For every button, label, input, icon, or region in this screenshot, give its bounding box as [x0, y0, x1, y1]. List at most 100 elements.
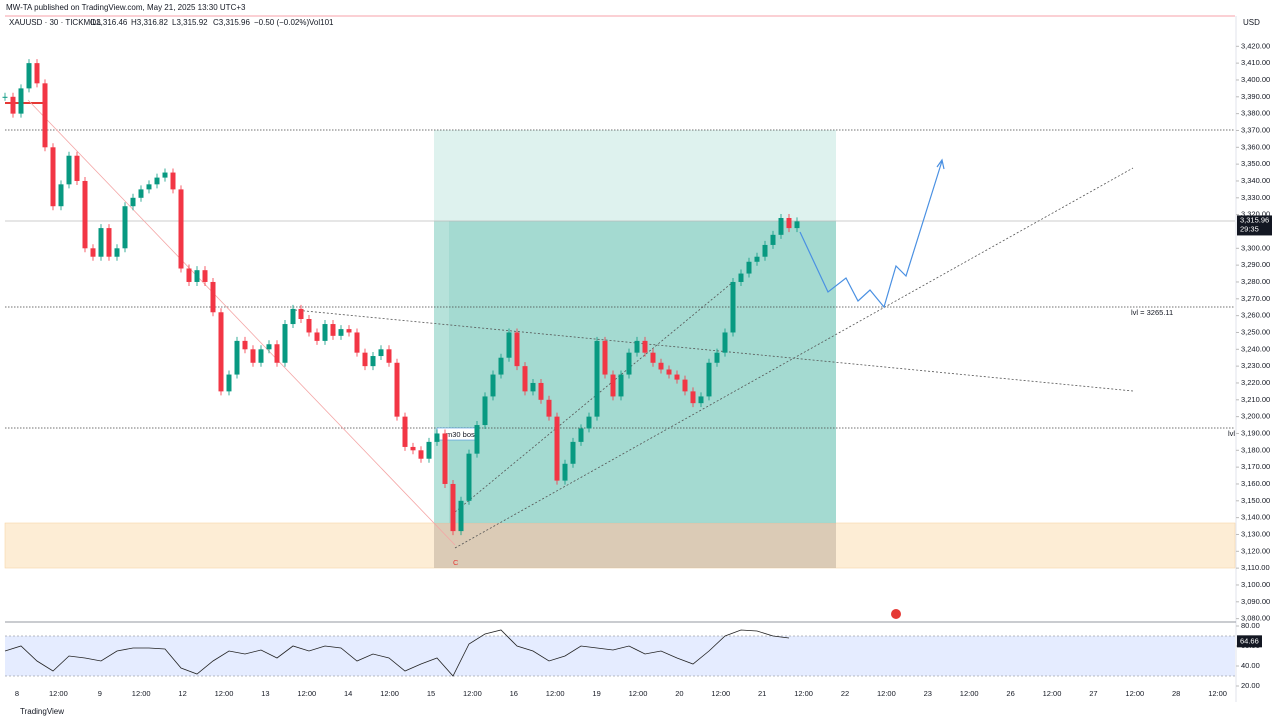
y-tick-label: 3,200.00 — [1241, 412, 1270, 421]
candle — [714, 352, 720, 363]
target-zone — [434, 130, 836, 221]
candle — [346, 329, 352, 333]
candle — [730, 281, 736, 333]
bos-label: m30 bos — [446, 430, 475, 439]
candle — [666, 369, 672, 375]
y-tick-label: 3,410.00 — [1241, 58, 1270, 67]
x-tick-label: 12:00 — [1125, 689, 1144, 698]
candle — [642, 340, 648, 353]
candle — [746, 261, 752, 274]
x-tick-label: 28 — [1172, 689, 1180, 698]
candle — [378, 349, 384, 357]
candle — [242, 340, 248, 350]
candle — [754, 256, 760, 262]
y-tick-label: 3,380.00 — [1241, 109, 1270, 118]
x-tick-label: 12:00 — [49, 689, 68, 698]
y-tick-label: 3,080.00 — [1241, 614, 1270, 623]
candle — [210, 281, 216, 313]
candle — [234, 340, 240, 375]
candle — [490, 374, 496, 397]
candle — [514, 332, 520, 367]
candle — [762, 244, 768, 257]
candle — [594, 340, 600, 417]
x-tick-label: 12:00 — [711, 689, 730, 698]
x-tick-label: 16 — [510, 689, 518, 698]
y-tick-label: 3,400.00 — [1241, 75, 1270, 84]
x-tick-label: 19 — [592, 689, 600, 698]
candle — [106, 228, 112, 257]
y-tick-label: 3,290.00 — [1241, 260, 1270, 269]
candle — [186, 268, 192, 282]
candle — [130, 197, 136, 207]
y-tick-label: 3,320.00 — [1241, 210, 1270, 219]
ohlc-open: O3,316.46 — [90, 18, 128, 27]
x-tick-label: 12:00 — [297, 689, 316, 698]
entry-zone — [449, 221, 836, 523]
last-price-box — [1237, 215, 1272, 236]
y-tick-label: 3,420.00 — [1241, 41, 1270, 50]
y-tick-label: 3,210.00 — [1241, 395, 1270, 404]
candle — [690, 391, 696, 404]
x-tick-label: 12:00 — [877, 689, 896, 698]
candle — [610, 374, 616, 397]
trend-line — [294, 309, 1134, 392]
y-tick-label: 3,300.00 — [1241, 243, 1270, 252]
candle — [274, 344, 280, 363]
candle — [2, 96, 8, 98]
y-tick-label: 3,140.00 — [1241, 513, 1270, 522]
candle — [162, 172, 168, 178]
y-tick-label: 3,350.00 — [1241, 159, 1270, 168]
projection-arrow — [936, 158, 945, 170]
rsi-tick-label: 20.00 — [1241, 681, 1260, 690]
x-tick-label: 13 — [261, 689, 269, 698]
candle — [282, 324, 288, 363]
candle — [482, 396, 488, 426]
candle — [90, 248, 96, 257]
candle — [722, 332, 728, 353]
candle — [330, 324, 336, 336]
x-tick-label: 12 — [178, 689, 186, 698]
candle — [58, 184, 64, 207]
candle — [258, 349, 264, 363]
rsi-last: 64.66 — [1240, 636, 1259, 645]
x-tick-label: 12:00 — [132, 689, 151, 698]
event-icon — [891, 609, 901, 619]
candle — [18, 88, 24, 114]
candle — [738, 273, 744, 282]
candle — [226, 374, 232, 392]
y-tick-label: 3,120.00 — [1241, 546, 1270, 555]
candle — [298, 308, 304, 319]
candle — [770, 234, 776, 245]
y-tick-label: 3,100.00 — [1241, 580, 1270, 589]
candle — [602, 340, 608, 375]
candle — [10, 96, 16, 114]
y-tick-label: 3,360.00 — [1241, 142, 1270, 151]
x-tick-label: 15 — [427, 689, 435, 698]
rsi-tick-label: 80.00 — [1241, 621, 1260, 630]
candle — [354, 332, 360, 353]
x-tick-label: 27 — [1089, 689, 1097, 698]
publisher: MW-TA published on TradingView.com, May … — [6, 3, 246, 12]
candle — [586, 416, 592, 429]
candle — [82, 180, 88, 249]
y-tick-label: 3,340.00 — [1241, 176, 1270, 185]
candle — [466, 453, 472, 501]
x-tick-label: 8 — [15, 689, 19, 698]
y-tick-label: 3,280.00 — [1241, 277, 1270, 286]
x-tick-label: 20 — [675, 689, 683, 698]
candle — [50, 147, 56, 207]
rsi-line — [4, 629, 790, 677]
candle — [122, 206, 128, 249]
volume: Vol101 — [309, 18, 334, 27]
last-price: 3,315.96 — [1240, 215, 1269, 224]
candle — [138, 189, 144, 198]
candle — [410, 446, 416, 451]
x-tick-label: 12:00 — [546, 689, 565, 698]
candle — [650, 352, 656, 363]
candle — [562, 463, 568, 481]
candle — [538, 382, 544, 400]
ohlc-close: C3,315.96 — [213, 18, 250, 27]
y-tick-label: 3,190.00 — [1241, 428, 1270, 437]
candle — [338, 329, 344, 336]
y-tick-label: 3,270.00 — [1241, 294, 1270, 303]
